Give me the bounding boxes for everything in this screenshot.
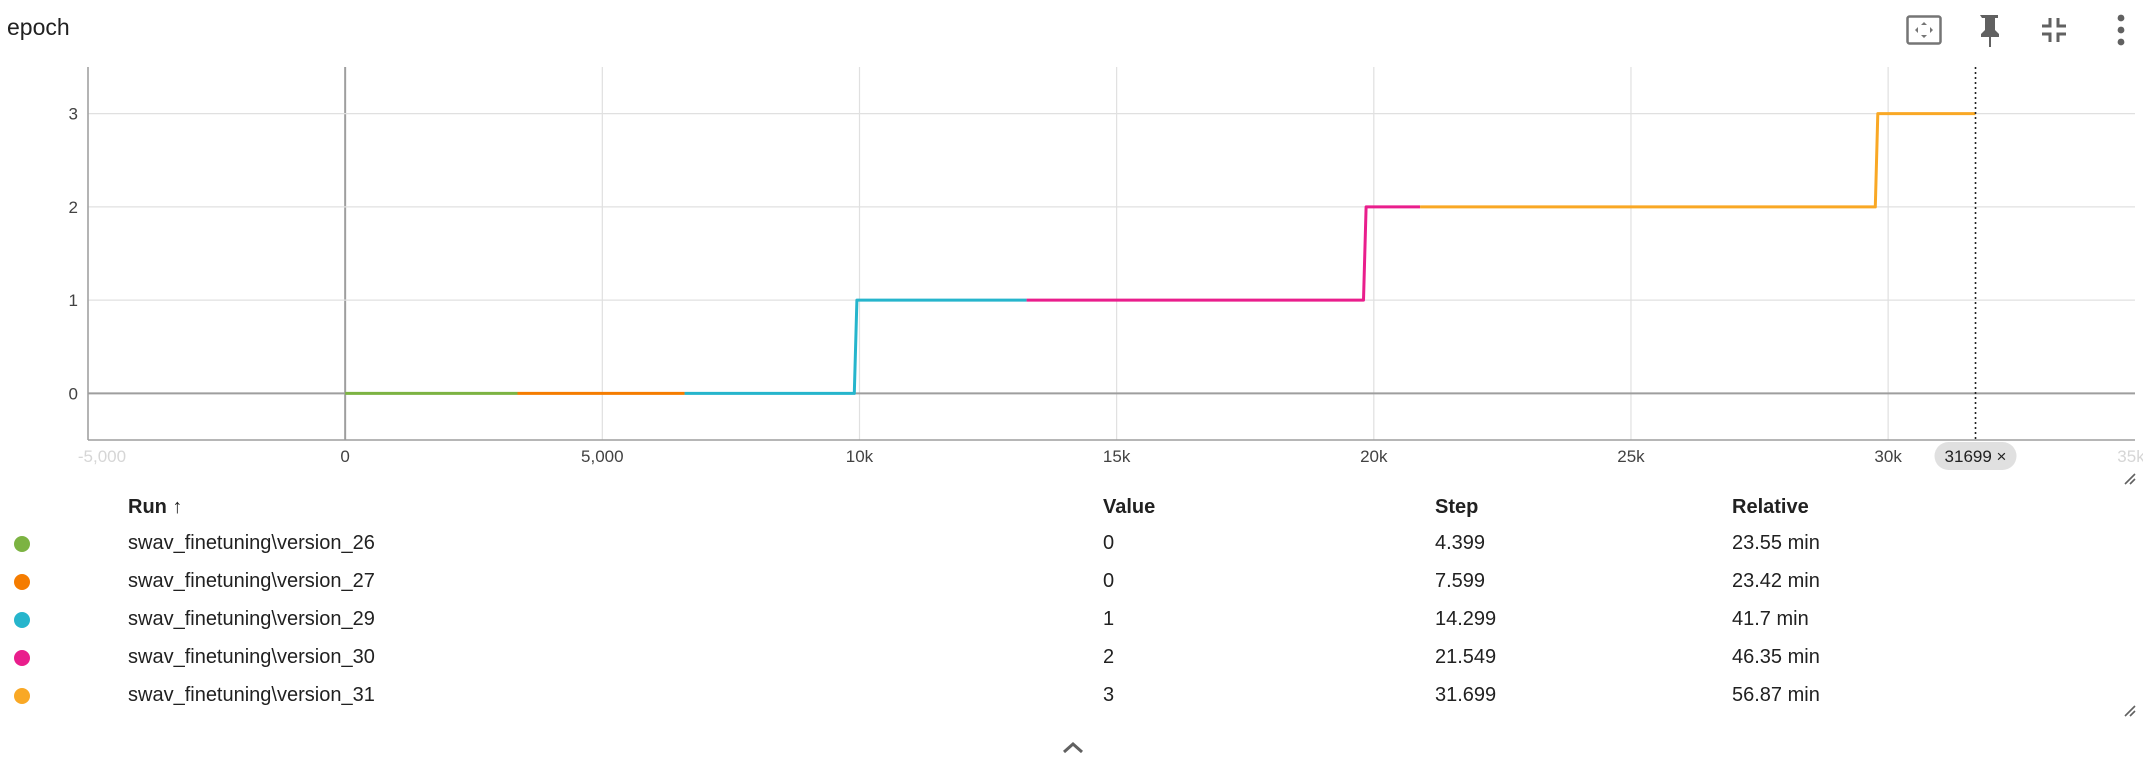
x-tick-label: 30k (1874, 447, 1902, 466)
run-relative: 23.55 min (1732, 532, 1820, 554)
table-row: swav_finetuning\version_29 1 14.299 41.7… (0, 601, 2143, 639)
y-tick-label: 1 (69, 291, 78, 310)
run-value: 2 (1103, 646, 1115, 668)
run-color-dot (14, 650, 30, 666)
collapse-icon (2042, 18, 2066, 42)
run-relative: 46.35 min (1732, 646, 1820, 668)
x-tick-label: 15k (1103, 447, 1131, 466)
run-name: swav_finetuning\version_30 (128, 646, 375, 668)
run-step: 21.549 (1435, 646, 1497, 668)
pin-icon (1980, 15, 1999, 47)
y-tick-label: 3 (69, 105, 78, 124)
x-tick-label: 5,000 (581, 447, 624, 466)
run-step: 14.299 (1435, 608, 1497, 630)
table-row: swav_finetuning\version_26 0 4.399 23.55… (0, 525, 2143, 563)
series-line[interactable] (1420, 112, 1976, 209)
header-relative[interactable]: Relative (1732, 496, 1809, 518)
run-value: 0 (1103, 532, 1115, 554)
run-relative: 56.87 min (1732, 684, 1820, 706)
run-value: 3 (1103, 684, 1115, 706)
table-row: swav_finetuning\version_27 0 7.599 23.42… (0, 563, 2143, 601)
more-vert-icon (2117, 14, 2125, 46)
run-relative: 41.7 min (1732, 608, 1809, 630)
run-step: 7.599 (1435, 570, 1486, 592)
table-row: swav_finetuning\version_30 2 21.549 46.3… (0, 639, 2143, 677)
run-step: 31.699 (1435, 684, 1497, 706)
x-tick-label: 0 (340, 447, 349, 466)
header-run[interactable]: Run ↑ (128, 496, 183, 518)
pin-button[interactable] (1967, 8, 2011, 52)
table-row: swav_finetuning\version_31 3 31.699 56.8… (0, 677, 2143, 715)
run-color-dot (14, 574, 30, 590)
epoch-chart[interactable]: 31699 × -5,000 0 5,000 10k 15k 20k 25k 30k 35k 0 1… (0, 0, 2143, 480)
step-cursor-chip[interactable] (1934, 442, 2017, 470)
chart-resize-handle[interactable] (2123, 472, 2137, 486)
fit-domain-button[interactable] (1902, 8, 1946, 52)
table-resize-handle[interactable] (2123, 704, 2137, 718)
x-tick-label: 25k (1617, 447, 1645, 466)
step-cursor-label: 31699 × (1945, 447, 2007, 466)
series-line[interactable] (1026, 205, 1421, 302)
header-value[interactable]: Value (1103, 496, 1156, 518)
more-options-button[interactable] (2099, 8, 2143, 52)
run-name: swav_finetuning\version_29 (128, 608, 375, 630)
series-line[interactable] (684, 298, 1027, 395)
x-tick-label: -5,000 (78, 447, 126, 466)
run-color-dot (14, 612, 30, 628)
fit-domain-icon (1906, 15, 1942, 45)
run-name: swav_finetuning\version_31 (128, 684, 375, 706)
x-tick-label: 35k (2117, 447, 2143, 466)
run-value: 1 (1103, 608, 1115, 630)
header-step[interactable]: Step (1435, 496, 1479, 518)
run-step: 4.399 (1435, 532, 1486, 554)
expand-chevron-icon[interactable] (1058, 738, 1088, 758)
run-name: swav_finetuning\version_27 (128, 570, 375, 592)
collapse-button[interactable] (2032, 8, 2076, 52)
run-value: 0 (1103, 570, 1115, 592)
run-name: swav_finetuning\version_26 (128, 532, 375, 554)
card-title: epoch (7, 14, 70, 40)
run-color-dot (14, 688, 30, 704)
run-relative: 23.42 min (1732, 570, 1820, 592)
y-tick-label: 0 (69, 384, 78, 403)
x-tick-label: 20k (1360, 447, 1388, 466)
y-tick-label: 2 (69, 198, 78, 217)
run-color-dot (14, 536, 30, 552)
x-tick-label: 10k (846, 447, 874, 466)
